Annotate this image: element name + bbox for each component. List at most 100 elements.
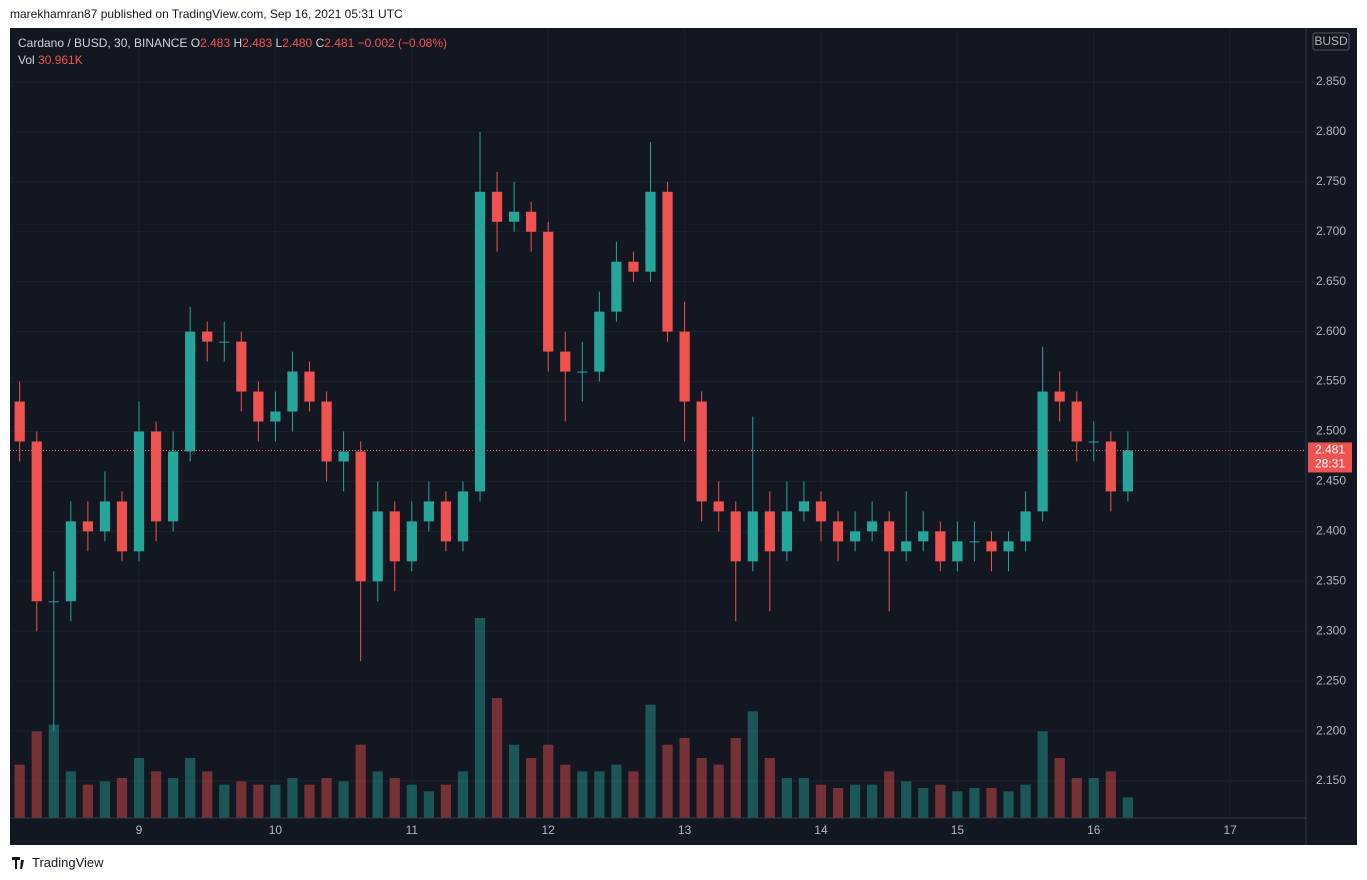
volume-row: Vol 30.961K <box>18 52 447 69</box>
logo <box>12 857 24 869</box>
last-price-label: 2.481 <box>1315 443 1345 457</box>
candle-body <box>696 401 707 502</box>
volume-bar <box>31 731 42 818</box>
volume-bar <box>219 784 230 818</box>
candle-body <box>321 401 332 462</box>
candle-body <box>832 521 844 542</box>
candle-body <box>253 391 264 422</box>
candle-body <box>150 431 162 522</box>
last-price-box <box>1308 442 1352 473</box>
candle-body <box>679 331 690 402</box>
candle-body <box>304 371 315 402</box>
x-tick-label: 15 <box>951 823 965 837</box>
candle-body <box>611 261 622 312</box>
volume-bar <box>560 764 571 818</box>
symbol: Cardano / BUSD, 30, BINANCE <box>18 36 188 50</box>
countdown: 28:31 <box>1315 457 1345 471</box>
ohlc-row: Cardano / BUSD, 30, BINANCE O2.483 H2.48… <box>18 35 447 52</box>
volume-bar <box>389 778 400 818</box>
volume-bar <box>1054 758 1065 818</box>
volume-bar <box>662 744 673 818</box>
volume-value: 30.961K <box>38 53 83 67</box>
candle-body <box>952 541 963 562</box>
candle-body <box>918 531 929 542</box>
candle-body <box>48 601 59 603</box>
candle-body <box>628 261 639 272</box>
y-tick-label: 2.250 <box>1316 673 1346 687</box>
candle-body <box>270 411 281 422</box>
volume-bar <box>730 738 741 818</box>
volume-bar <box>321 778 332 818</box>
volume-bar <box>781 778 793 818</box>
volume-bar <box>440 784 452 818</box>
candle-body <box>99 501 111 532</box>
candle-body <box>133 431 145 552</box>
chart-background <box>10 28 1357 845</box>
x-tick-label: 16 <box>1087 823 1101 837</box>
candle-body <box>168 451 179 522</box>
candle-body <box>236 341 247 392</box>
ohlc-key: C <box>315 36 325 50</box>
volume-bar <box>645 704 656 818</box>
candle-body <box>372 511 383 582</box>
volume-bar <box>884 771 895 818</box>
x-tick-label: 9 <box>136 823 143 837</box>
candle-body <box>287 371 298 412</box>
candle-body <box>1037 391 1048 512</box>
candle-body <box>935 531 946 562</box>
volume-bar <box>815 784 827 818</box>
candle-body <box>662 191 673 332</box>
volume-bar <box>372 771 383 818</box>
volume-bar <box>952 791 963 818</box>
candle-body <box>781 511 793 552</box>
volume-bar <box>1122 797 1133 818</box>
volume-bar <box>355 744 366 818</box>
candle-body <box>730 511 741 562</box>
volume-bar <box>679 738 690 818</box>
volume-bar <box>99 781 111 818</box>
candle-body <box>389 511 400 562</box>
candle-body <box>969 541 980 543</box>
volume-bar <box>116 778 128 818</box>
candle-body <box>406 521 417 562</box>
candle-body <box>1105 441 1116 492</box>
volume-bar <box>508 744 520 818</box>
volume-bar <box>526 758 537 818</box>
volume-bar <box>133 758 145 818</box>
candle-body <box>1122 450 1133 492</box>
legend: Cardano / BUSD, 30, BINANCE O2.483 H2.48… <box>18 35 447 69</box>
currency-box <box>1312 32 1350 51</box>
volume-bar <box>270 784 281 818</box>
volume-bar <box>594 771 605 818</box>
volume-bar <box>474 618 486 818</box>
candle-body <box>1088 441 1099 443</box>
y-tick-label: 2.450 <box>1316 474 1346 488</box>
y-tick-label: 2.850 <box>1316 74 1346 88</box>
volume-bar <box>1020 784 1031 818</box>
x-tick-label: 12 <box>542 823 556 837</box>
y-tick-label: 2.800 <box>1316 124 1346 138</box>
y-tick-label: 2.500 <box>1316 424 1346 438</box>
y-tick-label: 2.200 <box>1316 723 1346 737</box>
y-tick-label: 2.550 <box>1316 374 1346 388</box>
candle-body <box>526 211 537 232</box>
candle-body <box>1054 391 1065 402</box>
change: −0.002 (−0.08%) <box>357 36 448 50</box>
volume-bar <box>849 784 861 818</box>
volume-bar <box>1003 791 1014 818</box>
volume-bar <box>338 781 349 818</box>
candle-body <box>1020 511 1031 542</box>
candle-body <box>82 521 93 532</box>
x-tick-label: 10 <box>269 823 283 837</box>
volume-bar <box>867 784 878 818</box>
ohlc-value: 2.483 <box>200 36 231 50</box>
volume-bar <box>236 781 247 818</box>
candle-body <box>1071 401 1082 442</box>
volume-bar <box>1105 771 1116 818</box>
ohlc-key: O <box>190 36 201 50</box>
volume-bar <box>287 778 298 818</box>
candle-body <box>202 331 213 342</box>
ohlc-value: 2.483 <box>242 36 273 50</box>
volume-bar <box>764 758 775 818</box>
